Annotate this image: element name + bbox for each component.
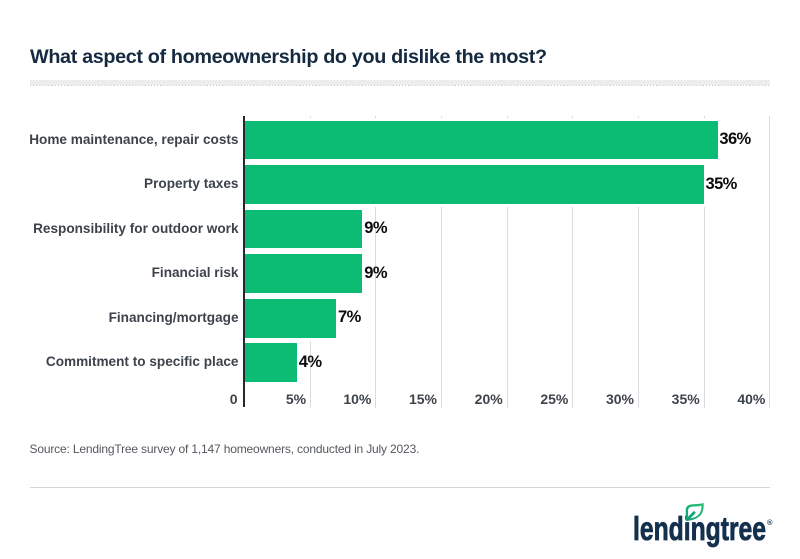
svg-text:®: ® [767,518,773,527]
